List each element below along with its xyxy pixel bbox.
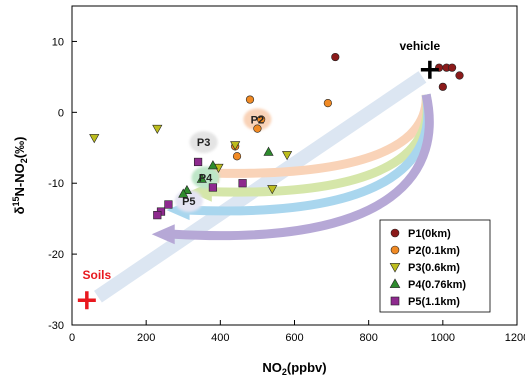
legend-label: P5(1.1km) [408, 296, 460, 308]
data-point-p5 [193, 157, 203, 167]
soils-cross-icon [77, 291, 96, 310]
data-point-p2 [232, 152, 242, 161]
legend-marker [389, 278, 401, 288]
y-tick-label: 0 [58, 107, 64, 119]
y-tick-label: 10 [52, 36, 64, 48]
legend-marker [390, 245, 400, 255]
data-point-p4 [178, 188, 189, 198]
data-point-p4 [196, 173, 207, 183]
data-point-p2 [257, 115, 266, 124]
data-point-p3 [282, 151, 293, 161]
y-tick-label: -10 [48, 178, 64, 190]
mixing-line-arrow [94, 71, 427, 303]
x-tick-label: 800 [359, 332, 377, 344]
data-point-p2 [245, 95, 255, 104]
x-tick-label: 400 [211, 332, 229, 344]
x-tick-label: 200 [137, 332, 155, 344]
site-label-p4: P4 [199, 173, 213, 185]
data-point-p5 [208, 183, 218, 192]
site-label-p2: P2 [251, 114, 264, 126]
labels-layer: P2 P3 P4 P5 vehicle Soils [77, 39, 441, 310]
site-label-p3: P3 [197, 137, 210, 149]
points-layer [89, 52, 464, 220]
data-point-p5 [164, 200, 173, 209]
legend-label: P1(0km) [408, 228, 451, 240]
data-point-p4 [207, 160, 218, 170]
data-point-p1 [455, 71, 464, 80]
data-point-p1 [331, 52, 340, 62]
legend-label: P4(0.76km) [408, 279, 466, 291]
y-axis-label: δ15N-NO2(‰) [11, 137, 29, 215]
arc-arrow-p5 [173, 93, 434, 241]
legend-marker [389, 263, 401, 273]
vehicle-cross-icon [420, 60, 439, 79]
data-point-p1 [448, 63, 457, 72]
site-label-p5: P5 [182, 196, 195, 208]
soils-label: Soils [82, 268, 111, 282]
y-tick-label: -20 [48, 249, 64, 261]
x-tick-label: 600 [285, 332, 303, 344]
legend-marker [390, 228, 400, 238]
decor-layer [94, 71, 434, 303]
vehicle-label: vehicle [400, 39, 441, 53]
data-point-p2 [323, 99, 332, 108]
data-point-p3 [152, 124, 163, 135]
x-tick-label: 1200 [505, 332, 525, 344]
data-point-p3 [89, 134, 100, 144]
legend-label: P3(0.6km) [408, 262, 460, 274]
legend: P1(0km) P2(0.1km) P3(0.6km) P4(0.76km) P5(1.… [379, 219, 491, 313]
data-point-p3 [230, 141, 241, 151]
legend-marker [390, 296, 400, 306]
site-highlight-p4 [191, 166, 220, 189]
data-point-p2 [253, 124, 262, 133]
x-tick-label: 1000 [431, 332, 455, 344]
y-tick-label: -30 [48, 320, 64, 332]
x-tick-label: 0 [69, 332, 75, 344]
data-point-p4 [263, 146, 274, 156]
legend-label: P2(0.1km) [408, 245, 460, 257]
data-point-p3 [267, 185, 278, 195]
data-point-p5 [153, 211, 162, 220]
axes-layer: 0 200 400 600 800 1000 1200 -30 -20 -10 0 10 NO2(ppb… [11, 5, 525, 377]
arc-arrow-p5-head [151, 224, 175, 245]
x-axis-label: NO2(ppbv) [262, 360, 326, 377]
data-point-p5 [238, 179, 247, 188]
data-point-p1 [438, 82, 447, 91]
site-highlight-p3 [189, 131, 218, 154]
